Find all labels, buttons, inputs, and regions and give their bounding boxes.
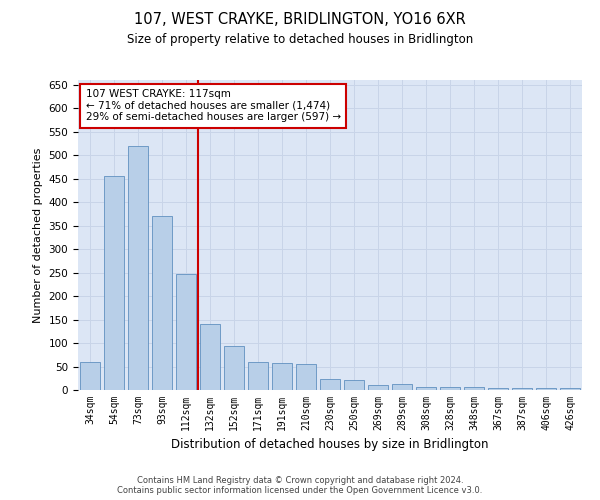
Bar [488, 388, 508, 390]
Bar [440, 387, 460, 390]
Bar [560, 388, 580, 390]
Bar [248, 362, 268, 390]
X-axis label: Distribution of detached houses by size in Bridlington: Distribution of detached houses by size … [171, 438, 489, 452]
Text: Contains HM Land Registry data © Crown copyright and database right 2024.
Contai: Contains HM Land Registry data © Crown c… [118, 476, 482, 495]
Bar [320, 379, 340, 390]
Text: Size of property relative to detached houses in Bridlington: Size of property relative to detached ho… [127, 32, 473, 46]
Bar [464, 387, 484, 390]
Bar [224, 346, 244, 390]
Bar [536, 388, 556, 390]
Bar [392, 384, 412, 390]
Bar [512, 388, 532, 390]
Bar [104, 176, 124, 390]
Bar [344, 380, 364, 390]
Bar [272, 363, 292, 390]
Bar [128, 146, 148, 390]
Bar [80, 362, 100, 390]
Y-axis label: Number of detached properties: Number of detached properties [33, 148, 43, 322]
Bar [176, 274, 196, 390]
Bar [152, 216, 172, 390]
Text: 107 WEST CRAYKE: 117sqm
← 71% of detached houses are smaller (1,474)
29% of semi: 107 WEST CRAYKE: 117sqm ← 71% of detache… [86, 90, 341, 122]
Bar [368, 386, 388, 390]
Bar [200, 324, 220, 390]
Bar [416, 386, 436, 390]
Text: 107, WEST CRAYKE, BRIDLINGTON, YO16 6XR: 107, WEST CRAYKE, BRIDLINGTON, YO16 6XR [134, 12, 466, 28]
Bar [296, 364, 316, 390]
